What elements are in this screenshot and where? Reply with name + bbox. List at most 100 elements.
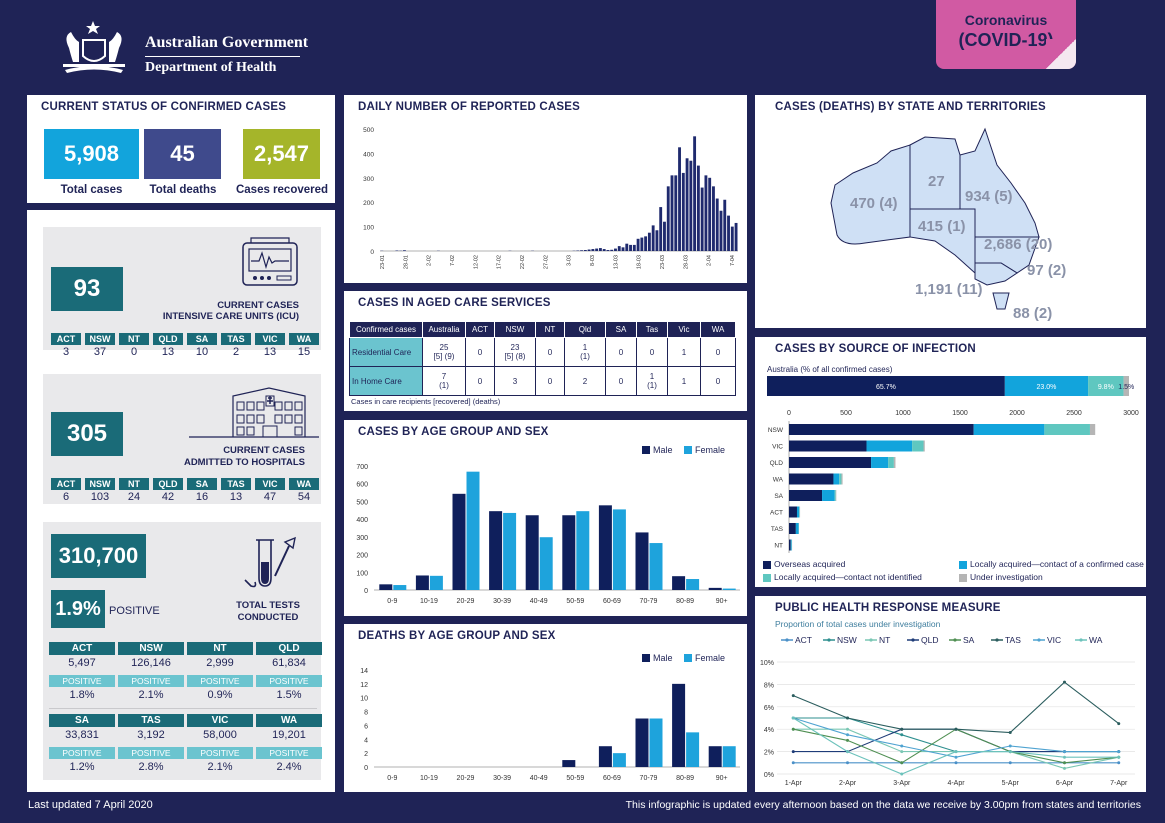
aged-care-note: Cases in care recipients [recovered] (de… <box>351 397 501 406</box>
covid-badge: Coronavirus (COVID-19) <box>936 0 1076 69</box>
test-tube-icon <box>244 536 296 588</box>
legend-label: ACT <box>795 635 812 645</box>
state-code-vic: VIC <box>255 333 285 345</box>
icu-states-row: ACT 3 NSW 37 NT 0 QLD 13 SA 10 TAS 2 VIC 13 WA 15 <box>51 333 319 359</box>
legend-swatch <box>763 573 771 582</box>
legend-swatch <box>642 654 650 662</box>
bar-female <box>649 718 663 767</box>
y-tick-label: 12 <box>360 682 368 689</box>
x-tick-label: 28-03 <box>683 255 689 269</box>
aged-care-row: In Home Care 7 (1) 0 3 0 2 0 1 (1) 1 0 <box>349 366 736 396</box>
x-tick-label: 20-29 <box>457 598 475 605</box>
state-code-wa: WA <box>289 478 319 490</box>
legend-marker <box>827 638 831 642</box>
bar-male <box>525 515 539 590</box>
footer-updated: Last updated 7 April 2020 <box>28 799 153 811</box>
age-cases-title: CASES BY AGE GROUP AND SEX <box>358 426 549 438</box>
bar-female <box>466 471 480 590</box>
daily-bar <box>621 247 625 251</box>
y-tick-label: 4% <box>764 727 774 734</box>
response-panel: PUBLIC HEALTH RESPONSE MEASURE Proportio… <box>755 596 1146 792</box>
tests-positive-pct-wa: 2.4% <box>276 761 302 773</box>
source-segment <box>1123 376 1129 396</box>
legend-label: QLD <box>921 635 938 645</box>
legend-swatch <box>763 560 771 569</box>
x-tick-label: 70-79 <box>640 775 658 782</box>
state-code-qld: QLD <box>153 333 183 345</box>
stacked-bar-segment <box>789 424 974 435</box>
source-panel: CASES BY SOURCE OF INFECTION Australia (… <box>755 337 1146 587</box>
state-code-act: ACT <box>51 333 81 345</box>
monitor-icon <box>242 237 298 286</box>
daily-bar <box>625 243 629 251</box>
x-tick-label: 1-Apr <box>785 780 803 787</box>
y-tick-label: 2 <box>364 751 368 758</box>
x-tick-label: 1500 <box>952 410 968 417</box>
map-tas <box>992 292 1010 310</box>
aged-care-cell-value: 0 <box>547 376 553 386</box>
legend-label: SA <box>963 635 975 645</box>
series-point <box>791 716 795 720</box>
tests-label1: TOTAL TESTS <box>236 600 300 611</box>
map-label-qld: 934 (5) <box>965 188 1013 205</box>
y-tick-label: 10% <box>760 660 774 667</box>
x-tick-label: 0 <box>787 410 791 417</box>
x-tick-label: 2500 <box>1066 410 1082 417</box>
tests-state-qld: QLD <box>256 642 322 655</box>
legend-label: WA <box>1089 635 1103 645</box>
source-segment-label: 65.7% <box>876 384 896 391</box>
aged-care-cell: 0 <box>700 366 736 396</box>
series-point <box>1008 731 1012 735</box>
daily-bar <box>719 210 723 251</box>
series-point <box>1008 744 1012 748</box>
series-point <box>1062 766 1066 770</box>
x-tick-label: 0-9 <box>387 598 397 605</box>
aged-care-cell: 1 <box>667 337 701 367</box>
state-code-nsw: NSW <box>85 478 115 490</box>
x-tick-label: 2-Apr <box>839 780 857 787</box>
stacked-bar-segment <box>912 440 924 452</box>
state-value-act: 6 <box>62 491 70 503</box>
x-tick-label: 7-Apr <box>1110 780 1128 787</box>
tests-count-vic: 58,000 <box>203 729 237 741</box>
y-tick-label: 8 <box>364 710 368 717</box>
aged-care-cell: 23 [5] (8) <box>494 337 536 367</box>
stacked-bar-segment <box>795 523 799 534</box>
daily-bar <box>674 175 678 251</box>
daily-bar <box>651 225 655 251</box>
daily-bar <box>734 222 738 251</box>
hospital-box: 305 CURRENT CASES ADMITTED TO HOSPITALS … <box>43 374 321 504</box>
covid-line1: Coronavirus <box>964 12 1048 28</box>
bar-male <box>598 746 612 767</box>
bar-female <box>612 509 626 590</box>
series-point <box>954 755 958 759</box>
tests-state-tas: TAS <box>118 714 184 727</box>
bar-female <box>612 753 626 767</box>
stacked-bar-segment <box>1089 424 1096 435</box>
y-tick-label: ACT <box>770 510 783 517</box>
source-title: CASES BY SOURCE OF INFECTION <box>775 343 976 355</box>
bar-male <box>672 683 686 767</box>
series-point <box>900 761 904 765</box>
legend-swatch <box>684 654 692 662</box>
hospital-states-row: ACT 6 NSW 103 NT 24 QLD 42 SA 16 TAS 13 VIC 47 WA 54 <box>51 478 319 504</box>
x-tick-label: 3-Apr <box>893 780 911 787</box>
aged-care-cell-detail: [5] (8) <box>504 352 526 361</box>
stacked-bar-segment <box>789 440 867 452</box>
tests-state-grid: ACT 5,497 POSITIVE 1.8% NSW 126,146 POSITIVE 2.… <box>49 642 322 778</box>
aged-care-cell: 0 <box>465 337 495 367</box>
daily-bar <box>704 175 708 251</box>
series-point <box>791 761 795 765</box>
series-point <box>1062 755 1066 759</box>
daily-bar <box>403 250 406 251</box>
state-code-nt: NT <box>119 333 149 345</box>
stacked-bar-segment <box>835 490 837 501</box>
y-tick-label: 0 <box>364 765 368 772</box>
y-tick-label: VIC <box>772 444 783 451</box>
map-label-sa: 415 (1) <box>918 218 966 235</box>
daily-bar <box>670 175 674 251</box>
australia-map <box>830 127 1040 310</box>
map-wa <box>830 144 911 245</box>
bar-female <box>649 543 663 590</box>
y-tick-label: 8% <box>764 682 774 689</box>
